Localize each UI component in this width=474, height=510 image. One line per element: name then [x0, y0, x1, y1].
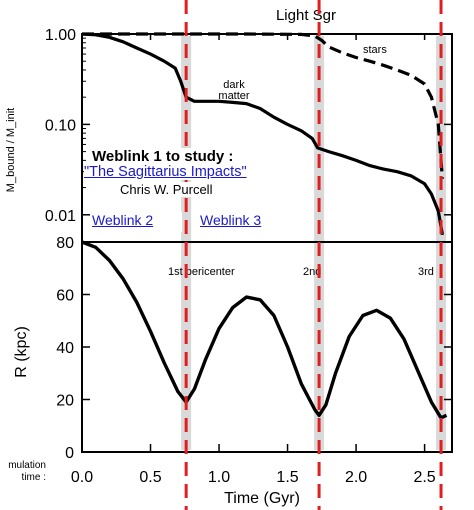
- annotation-3rd: 3rd: [418, 266, 434, 278]
- orbit-plot-frame: [81, 241, 453, 453]
- orbit-x-ticks: 0.0 0.5 1.0 1.5 2.0 2.5: [71, 34, 436, 486]
- orbit-x-tick-label-5: 2.5: [413, 469, 435, 486]
- weblink-1-link[interactable]: "The Sagittarius Impacts": [84, 164, 247, 180]
- orbit-y-tick-label-0: 0: [65, 445, 74, 462]
- orbit-panel: R (kpc) Time (Gyr) 0 20 40 60 80 0.0 0.5 1.0 1.…: [13, 34, 453, 507]
- mass-y-ticks: 0.01 0.10 1.00: [45, 27, 452, 225]
- orbit-x-axis-label: Time (Gyr): [224, 490, 300, 507]
- annotation-1st-pericenter: 1st pericenter: [168, 266, 235, 278]
- weblink-2-link[interactable]: Weblink 2: [92, 212, 182, 232]
- weblink-author: Chris W. Purcell: [120, 182, 213, 197]
- annotation-2nd: 2nd: [303, 266, 321, 278]
- mass-plot-title: Light Sgr: [276, 7, 336, 24]
- orbit-y-tick-label-2: 40: [56, 340, 74, 357]
- orbit-series-radius: [81, 240, 448, 420]
- simulation-time-text: mulation time :: [8, 460, 46, 483]
- orbit-curves: [81, 240, 448, 420]
- annotation-stars: stars: [363, 44, 387, 56]
- mass-curves: [81, 32, 444, 236]
- orbit-y-tick-label-4: 80: [56, 235, 74, 252]
- pericenter-markers: [184, 0, 443, 510]
- orbit-y-tick-label-3: 60: [56, 288, 74, 305]
- weblink-3-link[interactable]: Weblink 3: [200, 212, 262, 228]
- mass-series-stars: [82, 32, 444, 179]
- mass-panel: Light Sgr M_bound / M_init 0.010.101.00 …: [5, 7, 453, 243]
- mass-y-tick-label-2: 1.00: [45, 27, 76, 44]
- orbit-x-tick-label-0: 0.0: [71, 469, 93, 486]
- orbit-y-tick-label-1: 20: [56, 393, 74, 410]
- orbit-x-tick-label-1: 0.5: [139, 469, 161, 486]
- annotation-dark-matter-1: dark: [223, 79, 245, 91]
- mass-y-tick-label-0: 0.01: [45, 208, 76, 225]
- orbit-x-tick-label-3: 1.5: [276, 469, 298, 486]
- mass-y-tick-label-1: 0.10: [45, 117, 76, 134]
- simulation-time-label: mulation time :: [0, 460, 46, 484]
- orbit-x-tick-label-2: 1.0: [208, 469, 230, 486]
- mass-y-axis-label: M_bound / M_init: [5, 108, 17, 192]
- annotation-dark-matter-2: matter: [218, 90, 250, 102]
- mass-series-dark-matter: [81, 32, 444, 236]
- orbit-x-tick-label-4: 2.0: [345, 469, 367, 486]
- weblink-heading: Weblink 1 to study :: [92, 148, 234, 165]
- mass-plot-frame: [81, 33, 453, 243]
- orbit-y-axis-label: R (kpc): [13, 326, 30, 378]
